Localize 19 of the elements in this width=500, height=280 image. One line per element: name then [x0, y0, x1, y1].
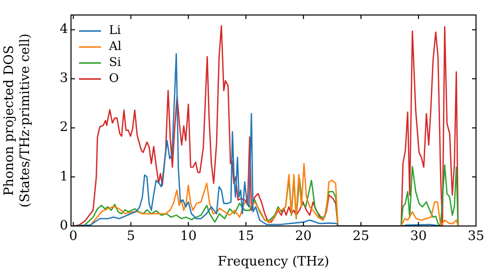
x-tick-label: 15 — [238, 229, 254, 244]
legend-label: Al — [108, 39, 122, 54]
legend-label: O — [109, 71, 119, 86]
y-tick-label: 1 — [60, 169, 68, 184]
x-axis-title: Frequency (THz) — [218, 254, 330, 270]
legend-label: Si — [109, 55, 122, 70]
x-tick-label: 30 — [410, 229, 427, 244]
x-tick-label: 5 — [126, 229, 135, 244]
y-axis-title: Phonon projected DOS (States/THz·primitive cell) — [2, 33, 33, 208]
y-tick-label: 0 — [60, 218, 68, 234]
y-tick-label: 4 — [60, 22, 68, 38]
x-tick-label: 20 — [295, 229, 312, 244]
x-tick-label: 35 — [468, 229, 484, 244]
x-tick-label: 0 — [69, 229, 78, 244]
x-tick-label: 25 — [352, 229, 370, 244]
y-tick-label: 3 — [60, 71, 68, 86]
y-tick-label: 2 — [60, 120, 68, 136]
legend-label: Li — [109, 23, 121, 38]
x-tick-label: 10 — [180, 229, 197, 244]
